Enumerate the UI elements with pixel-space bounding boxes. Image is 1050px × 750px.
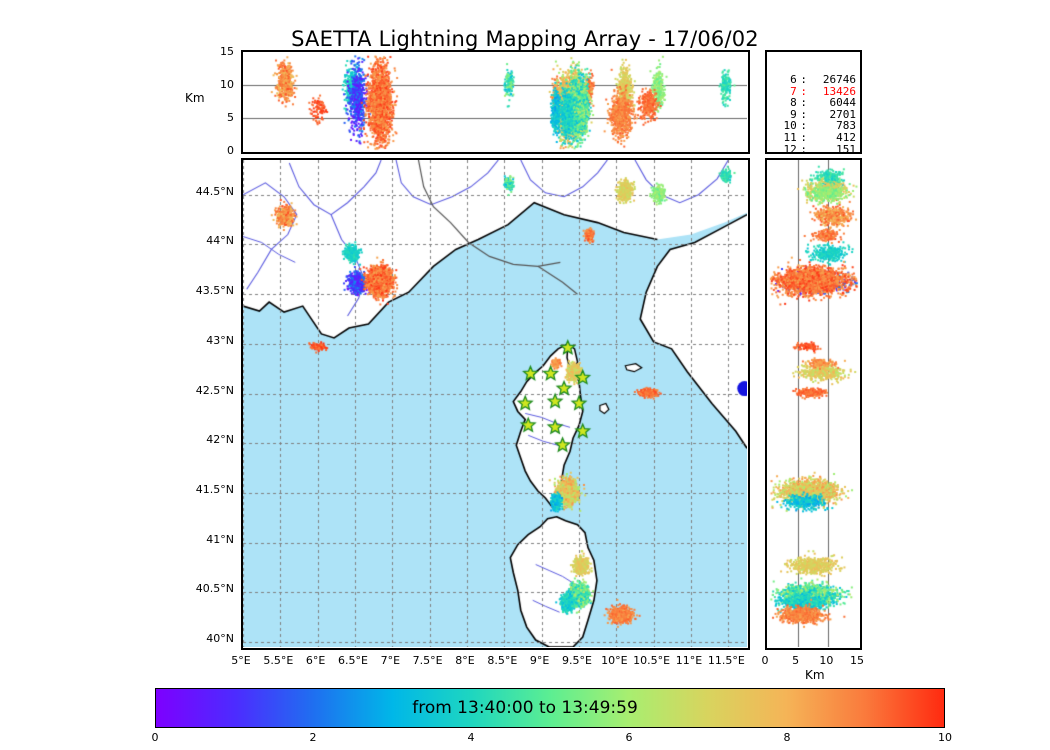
station-count-stations: 6 [790, 73, 797, 86]
station-count-stations: 12 [783, 142, 797, 156]
colorbar-tick-label: 6 [625, 731, 633, 744]
right-panel-tick-label: 10 [819, 654, 834, 667]
altitude-longitude-panel [241, 50, 750, 154]
longitude-tick-label: 9°E [529, 654, 550, 667]
station-count-stations: 11 [783, 130, 797, 144]
longitude-tick-label: 8.5°E [487, 654, 518, 667]
station-count-row: 8: 6044 [771, 97, 856, 109]
latitude-tick-label: 42.5°N [195, 383, 234, 397]
altitude-tick-label: 15 [220, 44, 234, 58]
colorbar-tick-label: 10 [938, 731, 952, 744]
station-count-value: 783 [836, 119, 857, 133]
station-count-separator: : [800, 107, 807, 121]
longitude-tick-label: 9.5°E [562, 654, 592, 667]
longitude-tick-label: 10°E [601, 654, 628, 667]
latitude-tick-label: 43.5°N [195, 284, 234, 298]
colorbar-tick-label: 2 [309, 731, 317, 744]
colorbar-tick-label: 0 [151, 731, 159, 744]
latitude-tick-label: 44.5°N [195, 184, 234, 198]
right-panel-tick-label: 0 [761, 654, 769, 667]
station-count-value: 26746 [822, 73, 857, 86]
colorbar-tick-label: 8 [783, 731, 791, 744]
station-count-row: 9: 2701 [771, 109, 856, 121]
station-count-value: 412 [836, 130, 857, 144]
map-panel[interactable] [241, 158, 750, 650]
altitude-axis-label: Km [185, 91, 205, 105]
longitude-tick-label: 11.5°E [707, 654, 745, 667]
altitude-tick-label: 10 [220, 77, 234, 91]
station-count-row: 6: 26746 [771, 74, 856, 86]
altitude-tick-label: 0 [227, 143, 234, 157]
right-panel-tick-label: 5 [792, 654, 800, 667]
station-count-value: 6044 [829, 96, 857, 110]
right-panel-tick-label: 15 [850, 654, 864, 667]
altitude-tick-label: 5 [227, 110, 234, 124]
longitude-tick-label: 6°E [305, 654, 326, 667]
station-count-stations: 10 [783, 119, 797, 133]
station-count-separator: : [800, 96, 807, 110]
latitude-tick-label: 41°N [206, 532, 234, 546]
latitude-tick-label: 44°N [206, 234, 234, 248]
longitude-tick-label: 10.5°E [633, 654, 671, 667]
station-count-separator: : [800, 84, 807, 98]
station-count-separator: : [800, 119, 807, 133]
station-count-row: 11: 412 [771, 132, 856, 144]
right-panel-axis-label: Km [805, 668, 825, 682]
latitude-altitude-scatter-canvas [767, 160, 859, 647]
colorbar-gradient [155, 688, 945, 728]
latitude-tick-label: 43°N [206, 333, 234, 347]
longitude-tick-label: 6.5°E [338, 654, 368, 667]
station-count-separator: : [800, 130, 807, 144]
page-title: SAETTA Lightning Mapping Array - 17/06/0… [291, 27, 759, 51]
station-count-value: 13426 [822, 84, 857, 98]
latitude-tick-label: 40.5°N [195, 582, 234, 596]
latitude-tick-label: 40°N [206, 632, 234, 646]
longitude-tick-label: 5°E [231, 654, 251, 667]
map-scatter-canvas [243, 160, 747, 647]
station-count-stations: 9 [790, 107, 797, 121]
latitude-tick-label: 41.5°N [195, 482, 234, 496]
station-count-stations: 7 [790, 84, 797, 98]
longitude-tick-label: 8°E [455, 654, 475, 667]
longitude-tick-label: 7°E [380, 654, 401, 667]
station-count-value: 2701 [829, 107, 857, 121]
longitude-tick-label: 7.5°E [412, 654, 443, 667]
altitude-scatter-canvas [243, 52, 747, 151]
station-count-row: 7: 13426 [771, 84, 857, 98]
colorbar-tick-label: 4 [467, 731, 475, 744]
station-count-separator: : [800, 142, 807, 156]
colorbar[interactable] [155, 688, 945, 728]
latitude-tick-label: 42°N [206, 433, 234, 447]
station-count-list: 6:26746 7:13426 8:6044 9:2701 10:783 11:412 12… [771, 74, 856, 155]
station-count-row: 12: 151 [771, 142, 857, 156]
latitude-altitude-panel [765, 158, 862, 650]
longitude-tick-label: 5.5°E [263, 654, 294, 667]
station-count-stations: 8 [790, 96, 797, 110]
station-count-legend-panel: 6:26746 7:13426 8:6044 9:2701 10:783 11:412 12… [765, 50, 862, 155]
station-count-value: 151 [836, 142, 857, 156]
station-count-separator: : [800, 73, 807, 86]
longitude-tick-label: 11°E [675, 654, 703, 667]
station-count-row: 10: 783 [771, 120, 856, 132]
